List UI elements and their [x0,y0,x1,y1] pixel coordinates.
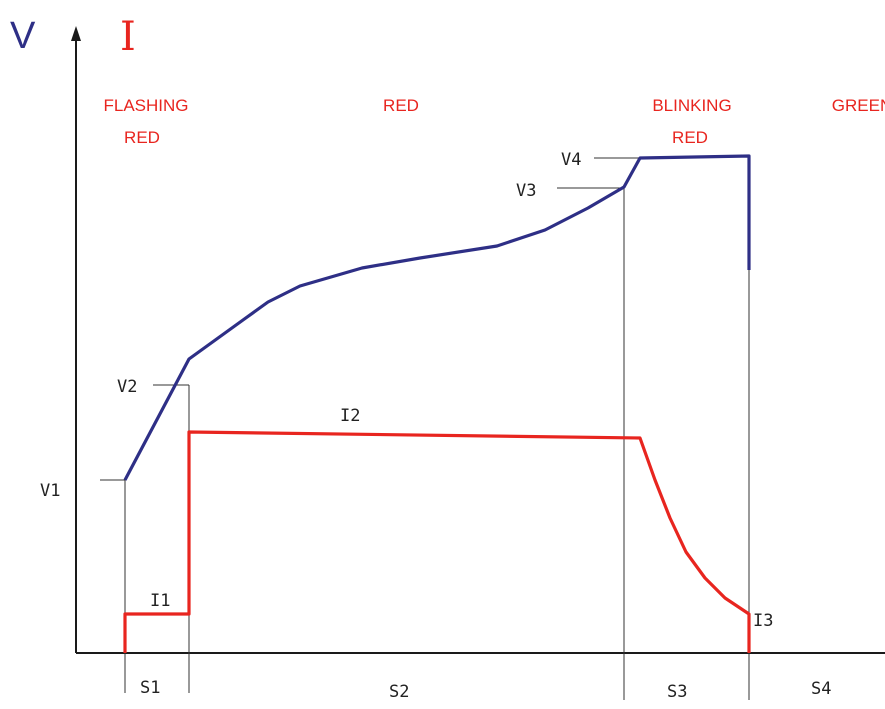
v4-label: V4 [561,150,581,170]
s3-label: S3 [667,682,687,702]
v-axis-symbol: V [10,15,36,57]
s1-label: S1 [140,678,160,698]
phase-labels: FLASHING RED RED BLINKING RED GREEN [103,96,885,147]
s2-label: S2 [389,682,409,702]
phase-label-flashing: FLASHING [103,96,188,115]
voltage-markers [100,157,640,481]
phase-label-red: RED [383,96,419,115]
i-axis-symbol: I [120,14,136,60]
phase-label-green: GREEN [832,96,885,115]
s4-label: S4 [811,679,831,699]
i2-label: I2 [340,406,360,426]
i3-label: I3 [753,611,773,631]
phase-label-flashing-red: RED [124,128,160,147]
phase-label-blinking-red: RED [672,128,708,147]
v3-label: V3 [516,181,536,201]
current-curve [123,430,751,653]
stage-boundaries [124,158,750,700]
voltage-curve [123,154,751,481]
phase-label-blinking: BLINKING [652,96,731,115]
v1-label: V1 [40,481,60,501]
i1-label: I1 [150,591,170,611]
v2-label: V2 [117,377,137,397]
y-axis-arrow-icon [71,26,81,41]
axes [71,26,885,654]
